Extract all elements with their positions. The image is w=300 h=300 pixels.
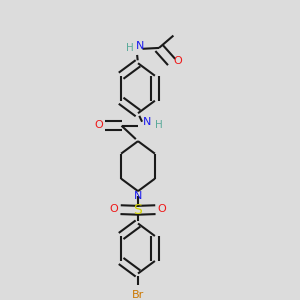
- Text: O: O: [94, 120, 103, 130]
- Text: H: H: [126, 43, 134, 53]
- Text: O: O: [110, 204, 118, 214]
- Text: H: H: [154, 120, 162, 130]
- Text: N: N: [134, 191, 142, 201]
- Text: O: O: [158, 204, 166, 214]
- Text: N: N: [136, 41, 145, 51]
- Text: N: N: [143, 117, 151, 127]
- Text: O: O: [173, 56, 182, 66]
- Text: S: S: [134, 203, 142, 217]
- Text: Br: Br: [132, 290, 144, 300]
